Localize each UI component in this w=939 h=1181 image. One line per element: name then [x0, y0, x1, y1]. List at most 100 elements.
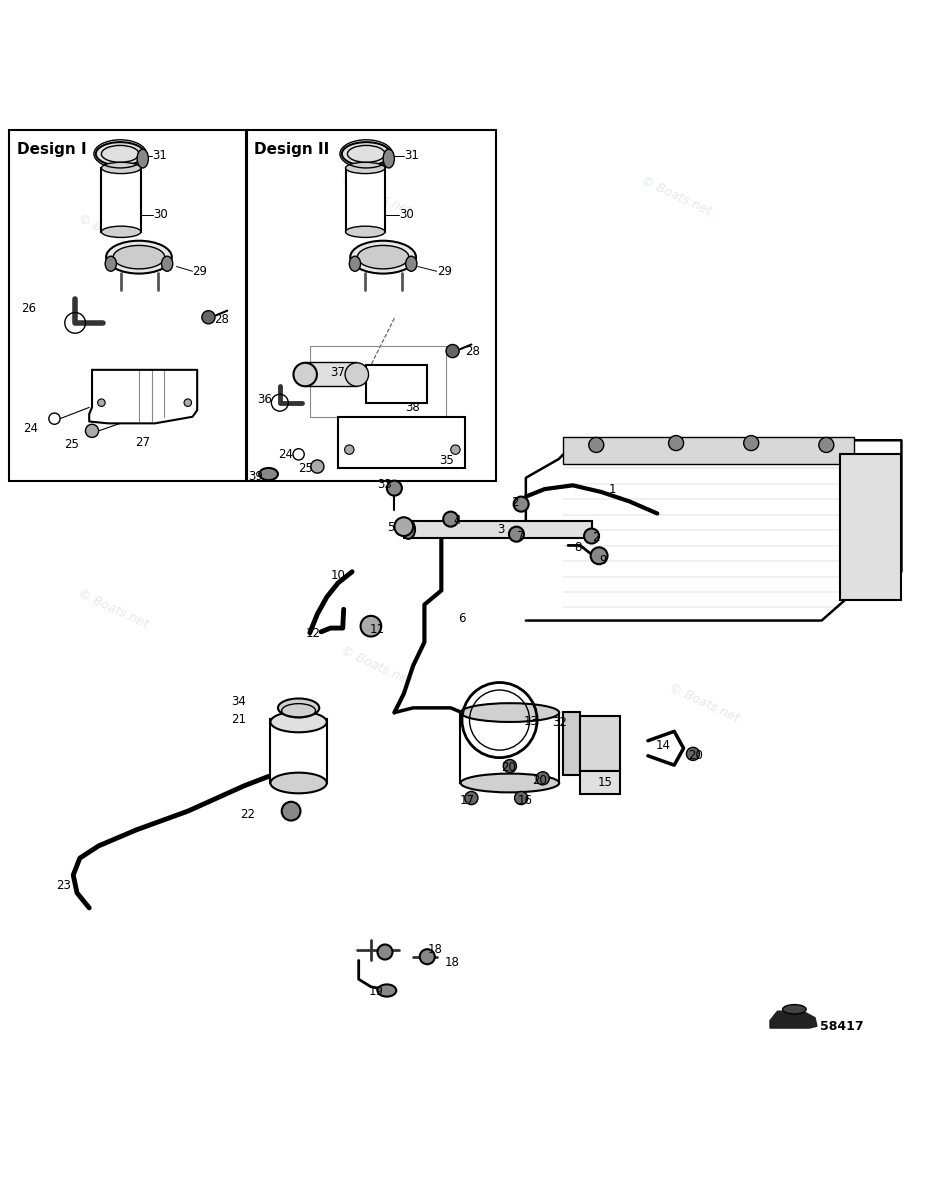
Circle shape [387, 481, 402, 496]
Text: 30: 30 [153, 208, 168, 221]
Text: Design I: Design I [17, 142, 86, 157]
Text: 25: 25 [299, 462, 314, 475]
Ellipse shape [346, 227, 385, 237]
Text: 29: 29 [192, 265, 208, 278]
Circle shape [202, 311, 215, 324]
Polygon shape [89, 370, 197, 423]
Bar [305, 363, 357, 386]
Text: 19: 19 [369, 985, 384, 998]
Text: 35: 35 [439, 455, 454, 468]
Text: 13: 13 [524, 716, 539, 729]
Circle shape [589, 437, 604, 452]
Text: 38: 38 [406, 400, 421, 413]
Text: 29: 29 [437, 265, 452, 278]
Text: 15: 15 [597, 776, 612, 789]
Text: 2: 2 [511, 496, 518, 509]
Text: 20: 20 [532, 774, 547, 787]
Ellipse shape [342, 142, 391, 165]
Ellipse shape [96, 142, 145, 165]
Ellipse shape [106, 241, 172, 274]
Ellipse shape [377, 985, 396, 997]
Text: 7: 7 [517, 529, 525, 542]
Text: 4: 4 [454, 514, 461, 527]
Polygon shape [770, 1011, 817, 1029]
Text: 33: 33 [377, 478, 393, 491]
Circle shape [420, 950, 435, 964]
Ellipse shape [105, 256, 116, 272]
Text: 31: 31 [152, 149, 167, 162]
Text: 16: 16 [517, 795, 532, 808]
Circle shape [282, 802, 300, 821]
Circle shape [465, 791, 478, 804]
Ellipse shape [783, 1005, 806, 1014]
Ellipse shape [350, 241, 416, 274]
Text: 6: 6 [458, 612, 466, 625]
Text: 10: 10 [331, 569, 346, 582]
Text: 14: 14 [655, 739, 670, 752]
Text: © Boats.net: © Boats.net [639, 174, 714, 218]
Text: 32: 32 [552, 717, 567, 730]
Ellipse shape [346, 363, 368, 386]
Circle shape [345, 445, 354, 455]
Text: 26: 26 [21, 302, 36, 315]
Text: 11: 11 [370, 624, 385, 637]
Ellipse shape [278, 698, 319, 717]
Circle shape [451, 445, 460, 455]
Text: 28: 28 [465, 346, 480, 359]
Text: 22: 22 [240, 809, 255, 822]
Text: 1: 1 [608, 483, 616, 496]
Circle shape [394, 517, 413, 536]
Text: 9: 9 [599, 554, 607, 567]
Text: 27: 27 [135, 436, 150, 449]
Bar [580, 717, 620, 771]
Text: 24: 24 [278, 448, 293, 461]
Ellipse shape [461, 774, 560, 792]
Circle shape [85, 424, 99, 437]
Text: 28: 28 [214, 313, 229, 326]
Circle shape [361, 615, 381, 637]
Ellipse shape [270, 772, 327, 794]
Text: 18: 18 [445, 955, 460, 968]
Bar [101, 168, 141, 231]
Ellipse shape [461, 703, 560, 722]
Text: 2: 2 [593, 531, 600, 544]
Circle shape [686, 748, 700, 761]
Circle shape [446, 345, 459, 358]
Circle shape [591, 547, 608, 565]
Text: 8: 8 [575, 541, 582, 554]
Ellipse shape [162, 256, 173, 272]
Text: 3: 3 [497, 523, 504, 536]
Circle shape [669, 436, 684, 451]
Text: 20: 20 [688, 749, 703, 762]
Text: 30: 30 [399, 208, 414, 221]
Text: 34: 34 [231, 694, 246, 707]
Text: 25: 25 [64, 438, 79, 451]
Bar [460, 712, 559, 783]
Text: © Boats.net: © Boats.net [75, 211, 150, 255]
Text: 23: 23 [56, 879, 71, 892]
Circle shape [536, 771, 549, 785]
Ellipse shape [406, 256, 417, 272]
Circle shape [744, 436, 759, 451]
Text: 24: 24 [23, 422, 38, 435]
Circle shape [503, 759, 516, 772]
Ellipse shape [270, 712, 327, 732]
Circle shape [377, 945, 393, 959]
Ellipse shape [137, 149, 148, 168]
Circle shape [311, 459, 324, 474]
Bar [310, 346, 446, 417]
Ellipse shape [101, 227, 141, 237]
Bar [563, 712, 580, 776]
Circle shape [819, 437, 834, 452]
Bar [563, 437, 854, 464]
Bar [338, 417, 465, 469]
Bar [840, 455, 901, 600]
Polygon shape [526, 441, 901, 620]
Bar [580, 771, 620, 795]
Bar [404, 521, 592, 537]
Text: © Boats.net: © Boats.net [338, 174, 413, 218]
Text: 58417: 58417 [820, 1019, 863, 1032]
Text: 21: 21 [231, 712, 246, 725]
Ellipse shape [259, 468, 278, 481]
Bar [270, 719, 327, 783]
